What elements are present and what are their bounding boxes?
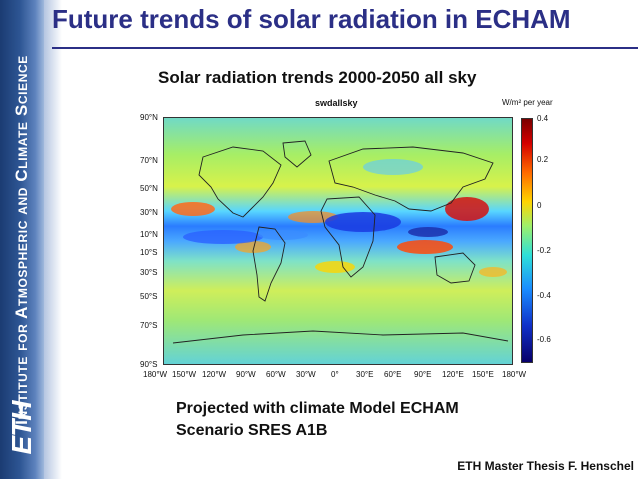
lon-label: 180°W: [143, 370, 168, 379]
lon-label: 150°E: [472, 370, 494, 379]
lat-label: 90°N: [140, 113, 158, 122]
lat-label: 50°S: [140, 292, 158, 301]
warm-anomaly: [171, 202, 215, 216]
colorbar-tick: -0.2: [537, 246, 551, 255]
colorbar-tick: -0.4: [537, 291, 551, 300]
lon-label: 90°E: [414, 370, 432, 379]
australia-coast: [434, 252, 476, 284]
lat-label: 30°S: [140, 268, 158, 277]
slide-title: Future trends of solar radiation in ECHA…: [52, 4, 571, 34]
lat-label: 70°N: [140, 156, 158, 165]
cool-anomaly: [183, 230, 263, 244]
colorbar-tick: -0.6: [537, 335, 551, 344]
south-america-coast: [252, 226, 286, 302]
lat-label: 30°N: [140, 208, 158, 217]
lon-label: 60°E: [384, 370, 402, 379]
antarctica-coast: [172, 330, 509, 344]
lon-label: 0°: [331, 370, 339, 379]
colorbar-units: W/m² per year: [502, 98, 553, 107]
africa-coast: [320, 196, 376, 278]
figure-caption: Projected with climate Model ECHAM Scena…: [176, 398, 459, 442]
warm-anomaly: [479, 267, 507, 277]
lon-label: 120°W: [202, 370, 227, 379]
warm-anomaly: [288, 211, 338, 223]
lon-label: 180°W: [502, 370, 527, 379]
sidebar-fade: [44, 0, 62, 479]
cool-anomaly: [408, 227, 448, 237]
eth-logo-text: ETH: [6, 401, 37, 455]
caption-scenario: Scenario SRES A1B: [176, 422, 328, 439]
north-america-coast: [198, 146, 282, 218]
warm-anomaly: [315, 261, 355, 273]
lon-label: 30°E: [356, 370, 374, 379]
solar-radiation-map: [163, 117, 513, 365]
map-frame: [163, 117, 513, 365]
coastlines: [172, 140, 509, 344]
lat-label: 10°N: [140, 230, 158, 239]
caption-model: Projected with climate Model ECHAM: [176, 400, 459, 417]
lat-label: 10°S: [140, 248, 158, 257]
eth-logo: ETH: [2, 388, 42, 468]
lon-label: 30°W: [296, 370, 316, 379]
title-divider: [52, 47, 638, 49]
cool-anomaly: [363, 159, 423, 175]
colorbar-tick: 0.2: [537, 155, 549, 164]
lat-label: 50°N: [140, 184, 158, 193]
colorbar-tick: 0: [537, 201, 542, 210]
warm-anomaly: [235, 241, 271, 253]
lon-label: 90°W: [236, 370, 256, 379]
lon-label: 150°W: [172, 370, 197, 379]
warm-anomaly: [397, 240, 453, 254]
warm-anomaly: [445, 197, 489, 221]
cool-anomaly: [325, 212, 401, 232]
colorbar-tick: 0.4: [537, 114, 549, 123]
eurasia-coast: [328, 146, 494, 212]
sidebar-banner: Institute for Atmospheric and Climate Sc…: [0, 0, 44, 479]
cool-anomaly: [258, 230, 308, 240]
greenland-coast: [282, 140, 312, 168]
lon-label: 120°E: [442, 370, 464, 379]
lat-label: 70°S: [140, 321, 158, 330]
figure-variable-name: swdallsky: [315, 98, 358, 108]
radiation-trend-map-figure: swdallsky W/m² per year: [130, 92, 564, 384]
figure-subtitle: Solar radiation trends 2000-2050 all sky: [158, 68, 477, 87]
lat-label: 90°S: [140, 360, 158, 369]
slide-footer: ETH Master Thesis F. Henschel: [457, 459, 634, 473]
lon-label: 60°W: [266, 370, 286, 379]
colorbar: [521, 118, 533, 363]
